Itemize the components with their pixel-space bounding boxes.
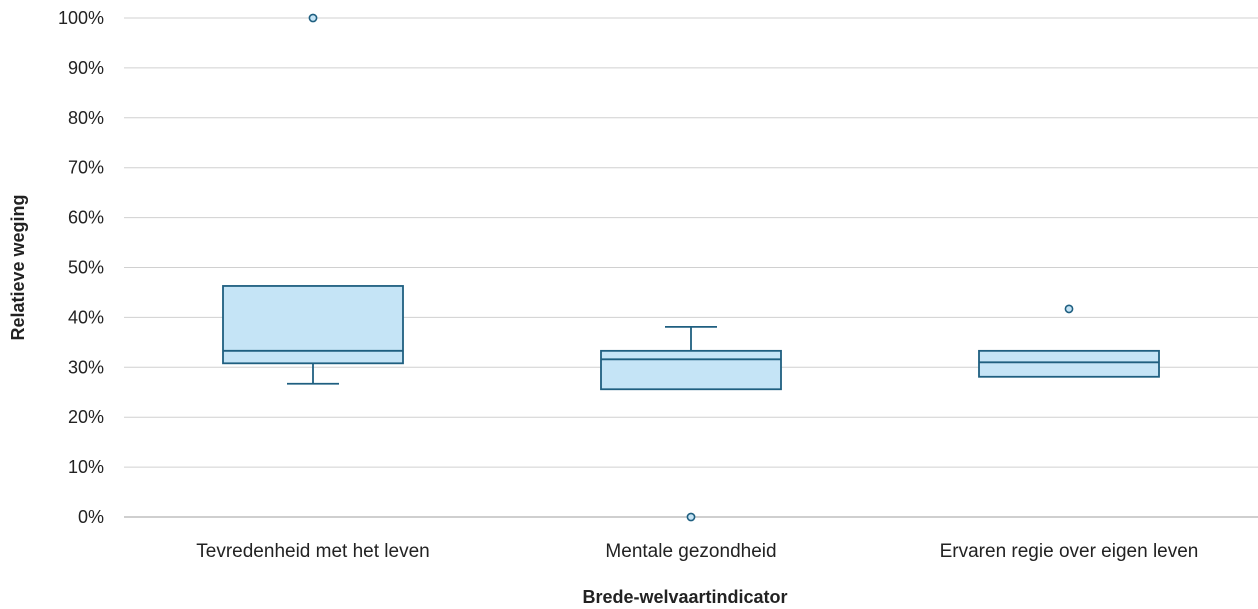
- box-group: [600, 325, 782, 522]
- box-group: [978, 304, 1160, 378]
- box: [978, 349, 1160, 378]
- y-tick-label: 60%: [68, 208, 104, 228]
- outlier-point: [1064, 304, 1074, 314]
- y-tick-label: 90%: [68, 58, 104, 78]
- x-category-label: Ervaren regie over eigen leven: [940, 541, 1199, 562]
- y-tick-label: 20%: [68, 407, 104, 427]
- y-tick-label: 10%: [68, 457, 104, 477]
- y-tick-label: 70%: [68, 158, 104, 178]
- box-group: [222, 13, 404, 385]
- outlier-point: [308, 13, 318, 23]
- y-tick-label: 100%: [58, 8, 104, 28]
- gridlines: [124, 17, 1258, 518]
- outlier-point: [686, 512, 696, 522]
- x-category-labels: Tevredenheid met het leven Mentale gezond…: [196, 541, 1198, 562]
- boxes: [222, 13, 1160, 522]
- box: [600, 349, 782, 391]
- y-axis-title: Relatieve weging: [8, 194, 28, 340]
- x-category-label: Tevredenheid met het leven: [196, 541, 429, 562]
- y-tick-label: 50%: [68, 258, 104, 278]
- x-axis-title: Brede-welvaartindicator: [582, 587, 787, 607]
- y-tick-label: 40%: [68, 307, 104, 327]
- y-tick-label: 30%: [68, 357, 104, 377]
- y-tick-label: 80%: [68, 108, 104, 128]
- x-category-label: Mentale gezondheid: [605, 541, 776, 562]
- y-tick-label: 0%: [78, 507, 104, 527]
- y-tick-labels: 0% 10% 20% 30% 40% 50% 60% 70% 80% 90% 100%: [58, 8, 104, 527]
